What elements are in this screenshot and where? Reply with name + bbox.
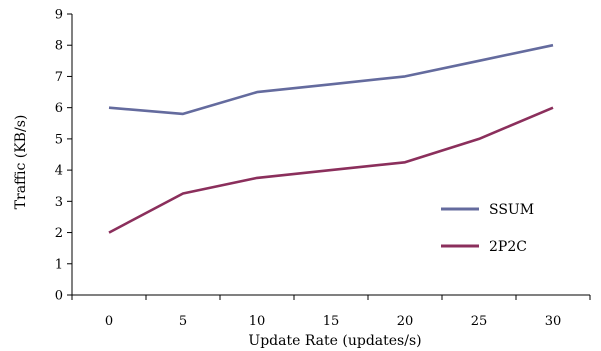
y-tick-label: 3 (55, 195, 63, 210)
y-tick-label: 4 (55, 164, 63, 179)
series-line-ssum (108, 43, 554, 116)
y-tick-label: 9 (55, 8, 63, 23)
y-axis-title: Traffic (KB/s) (13, 115, 29, 210)
y-tick-label: 6 (55, 101, 63, 116)
x-tick-label: 30 (545, 314, 562, 329)
y-ticks: 0 1 2 3 4 5 6 7 8 9 (55, 8, 72, 304)
legend-label-2p2c: 2P2C (489, 239, 527, 255)
legend: SSUM 2P2C (441, 202, 534, 255)
x-tick-label: 0 (105, 314, 113, 329)
series-line-2p2c (108, 106, 554, 234)
y-tick-label: 0 (55, 289, 63, 304)
x-tick-label: 25 (471, 314, 488, 329)
y-tick-label: 5 (55, 132, 63, 147)
x-tick-label: 15 (323, 314, 340, 329)
x-axis-title: Update Rate (updates/s) (248, 333, 421, 349)
series-lines (108, 43, 554, 234)
axes (71, 14, 590, 296)
x-tick-label: 20 (397, 314, 414, 329)
x-tick-label: 10 (249, 314, 266, 329)
x-ticks: 0 5 10 15 20 25 30 (71, 295, 591, 329)
legend-label-ssum: SSUM (489, 202, 534, 218)
y-tick-label: 2 (55, 226, 63, 241)
y-tick-label: 1 (55, 257, 63, 272)
y-tick-label: 7 (55, 70, 63, 85)
y-tick-label: 8 (55, 39, 63, 54)
x-tick-label: 5 (179, 314, 187, 329)
